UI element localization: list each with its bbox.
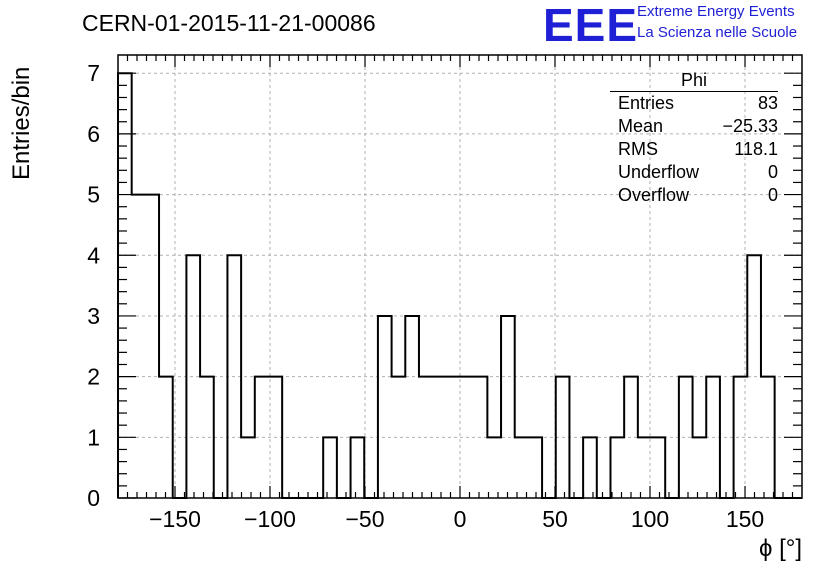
y-tick-label: 6 (87, 121, 100, 147)
y-tick-label: 4 (87, 242, 100, 268)
stats-value: 0 (767, 162, 778, 182)
logo-line-1: Extreme Energy Events (637, 3, 795, 20)
histogram-bin (145, 195, 159, 498)
histogram-bin (501, 316, 515, 498)
stats-label: Overflow (618, 185, 690, 205)
histogram-bin (624, 377, 638, 498)
histogram-bin (227, 255, 241, 498)
histogram-bin (474, 377, 488, 498)
y-tick-label: 0 (87, 485, 100, 511)
histogram-bin (693, 437, 707, 498)
histogram-bin (186, 255, 200, 498)
histogram-bin (583, 437, 597, 498)
y-tick-label: 2 (87, 364, 100, 390)
histogram-bin (515, 437, 529, 498)
histogram-bin (761, 377, 775, 498)
y-tick-label: 7 (87, 60, 100, 86)
x-tick-label: −150 (149, 506, 201, 532)
x-tick-label: 50 (542, 506, 568, 532)
y-axis-label: Entries/bin (8, 66, 35, 180)
y-tick-label: 1 (87, 424, 100, 450)
histogram-bin (323, 437, 337, 498)
x-tick-label: 100 (631, 506, 669, 532)
x-tick-label: −50 (345, 506, 384, 532)
histogram-bin (528, 437, 542, 498)
stats-label: Underflow (618, 162, 700, 182)
stats-box: Phi Entries 83 Mean −25.33 RMS 118.1 Und… (610, 70, 778, 207)
histogram-bin (118, 73, 132, 498)
stats-label: Mean (618, 116, 664, 136)
stats-value: 0 (767, 185, 778, 205)
stats-value: 118.1 (734, 139, 778, 159)
y-tick-label: 3 (87, 303, 100, 329)
histogram-bin (747, 255, 761, 498)
histogram-bin (487, 437, 501, 498)
y-tick-label: 5 (87, 182, 100, 208)
histogram-bin (255, 377, 269, 498)
stats-label: RMS (618, 139, 658, 159)
histogram-bin (556, 377, 570, 498)
logo-line-2: La Scienza nelle Scuole (637, 24, 798, 41)
histogram-bin (268, 377, 282, 498)
stats-row-mean: Mean −25.33 (610, 115, 778, 138)
histogram-bin (351, 437, 365, 498)
stats-value: 83 (757, 93, 778, 113)
histogram-bin (132, 195, 146, 498)
histogram-bin (610, 437, 624, 498)
stats-row-entries: Entries 83 (610, 92, 778, 115)
x-tick-label: 150 (726, 506, 764, 532)
axes: −150 −100 −50 0 50 100 150 0 1 2 3 4 5 6 7 (87, 54, 803, 532)
histogram-bin (419, 377, 433, 498)
histogram-bin (706, 377, 720, 498)
stats-label: Entries (618, 93, 675, 113)
stats-title: Phi (610, 70, 778, 92)
x-axis-label: ϕ [°] (758, 535, 802, 562)
x-tick-label: 0 (454, 506, 467, 532)
stats-value: −25.33 (722, 116, 778, 136)
stats-row-underflow: Underflow 0 (610, 161, 778, 184)
histogram-bin (241, 437, 255, 498)
histogram-bin (460, 377, 474, 498)
histogram-bin (433, 377, 447, 498)
histogram-bin (159, 377, 173, 498)
histogram-bin (405, 316, 419, 498)
histogram-bin (378, 316, 392, 498)
histogram-bin (652, 437, 666, 498)
histogram-bin (446, 377, 460, 498)
run-title: CERN-01-2015-11-21-00086 (82, 10, 376, 36)
stats-row-overflow: Overflow 0 (610, 184, 778, 207)
histogram-bin (200, 377, 214, 498)
x-tick-label: −100 (244, 506, 296, 532)
eee-logo: EEE (543, 0, 639, 51)
stats-row-rms: RMS 118.1 (610, 138, 778, 161)
histogram-bin (679, 377, 693, 498)
histogram-bin (734, 377, 748, 498)
histogram-bin (392, 377, 406, 498)
